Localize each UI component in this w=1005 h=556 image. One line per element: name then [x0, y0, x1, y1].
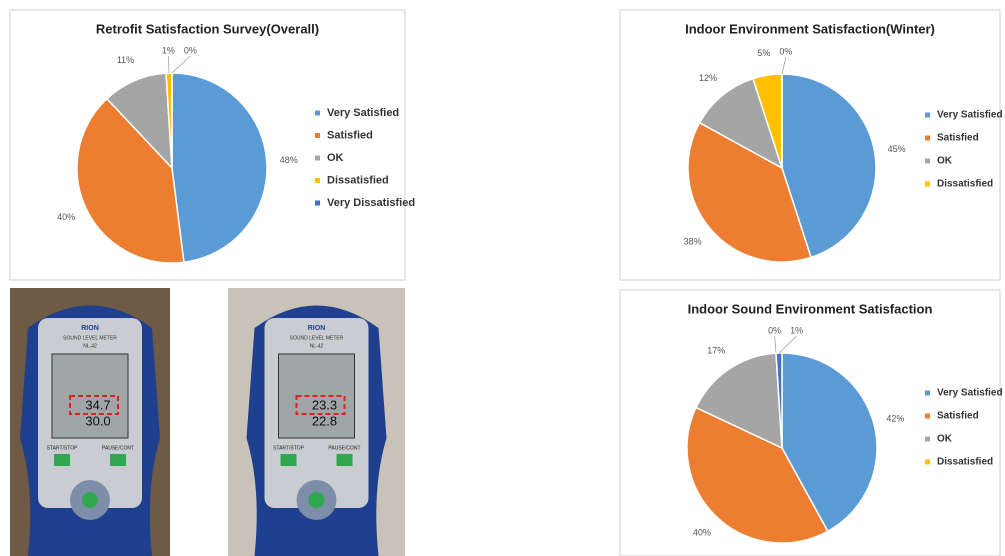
- leader-line: [171, 55, 191, 74]
- legend-label: Very Satisfied: [327, 107, 399, 119]
- legend-label: Very Dissatisfied: [327, 197, 415, 209]
- legend-label: Satisfied: [937, 133, 979, 144]
- pie-slice: [781, 352, 878, 533]
- legend-label: OK: [937, 156, 953, 167]
- legend-label: Dissatisfied: [937, 179, 993, 190]
- meter-button-label: PAUSE/CONT: [102, 445, 134, 451]
- data-label: 0%: [779, 46, 792, 56]
- legend-swatch: [925, 436, 930, 442]
- meter-dpad-center: [82, 492, 98, 508]
- pie-slice: [171, 72, 268, 264]
- data-label: 45%: [888, 144, 906, 154]
- pie-slice: [695, 352, 783, 450]
- legend-label: Dissatisfied: [327, 174, 389, 186]
- legend-swatch: [925, 112, 930, 118]
- pie-slice: [686, 406, 829, 544]
- pie-slice: [698, 77, 784, 170]
- legend-label: OK: [327, 152, 344, 164]
- legend-label: Very Satisfied: [937, 110, 1003, 121]
- legend-swatch: [315, 110, 320, 116]
- data-label: 42%: [886, 413, 904, 423]
- data-label: 1%: [162, 45, 175, 55]
- legend-label: Satisfied: [937, 411, 979, 422]
- meter-button: [110, 454, 126, 466]
- legend-swatch: [925, 181, 930, 187]
- highlight-box: [69, 395, 119, 415]
- legend-swatch: [925, 459, 930, 465]
- pie-slice: [781, 73, 877, 259]
- data-label: 40%: [57, 212, 75, 222]
- meter-button: [54, 454, 70, 466]
- data-label: 17%: [707, 346, 725, 356]
- pie-slice: [687, 121, 812, 263]
- leader-line: [778, 335, 797, 354]
- highlight-box: [295, 395, 346, 415]
- legend-label: Very Satisfied: [937, 388, 1003, 399]
- data-label: 1%: [790, 325, 803, 335]
- meter-dpad-center: [308, 492, 325, 508]
- legend-label: Satisfied: [327, 129, 373, 141]
- leader-line: [781, 56, 787, 75]
- data-label: 5%: [757, 48, 770, 58]
- data-label: 0%: [768, 326, 781, 336]
- meter-brand: RION: [81, 325, 99, 332]
- meter-button: [336, 454, 353, 466]
- meter-reading: 34.7: [85, 397, 110, 412]
- legend-swatch: [925, 158, 930, 164]
- meter-button: [280, 454, 297, 466]
- data-label: 40%: [693, 528, 711, 538]
- legend-swatch: [315, 178, 320, 183]
- legend-swatch: [315, 155, 320, 161]
- meter-model: SOUND LEVEL METER: [290, 335, 344, 341]
- meter-code: NL-42: [310, 343, 324, 349]
- legend-label: OK: [937, 434, 953, 445]
- legend-swatch: [315, 133, 320, 138]
- leader-line: [167, 56, 170, 74]
- meter-brand: RION: [308, 325, 326, 332]
- chart-title: Retrofit Satisfaction Survey(Overall): [96, 21, 319, 36]
- data-label: 11%: [117, 55, 134, 65]
- legend-label: Dissatisfied: [937, 457, 993, 468]
- meter-reading: 23.3: [312, 397, 337, 412]
- meter-reading: 30.0: [85, 413, 110, 428]
- data-label: 48%: [280, 155, 298, 165]
- legend-swatch: [315, 200, 320, 206]
- chart-title: Indoor Environment Satisfaction(Winter): [685, 21, 935, 36]
- data-label: 38%: [684, 236, 702, 246]
- leader-line: [774, 336, 777, 354]
- legend-swatch: [925, 413, 930, 419]
- data-label: 12%: [699, 73, 717, 83]
- chart-title: Indoor Sound Environment Satisfaction: [688, 301, 933, 316]
- pie-slice: [76, 97, 185, 264]
- legend-swatch: [925, 390, 930, 396]
- data-label: 0%: [184, 45, 197, 55]
- meter-button-label: START/STOP: [47, 445, 79, 451]
- meter-code: NL-42: [83, 343, 97, 349]
- meter-button-label: PAUSE/CONT: [328, 445, 360, 451]
- meter-model: SOUND LEVEL METER: [63, 335, 117, 341]
- meter-button-label: START/STOP: [273, 445, 305, 451]
- pie-slice: [105, 72, 173, 171]
- meter-reading: 22.8: [312, 413, 337, 428]
- legend-swatch: [925, 135, 930, 141]
